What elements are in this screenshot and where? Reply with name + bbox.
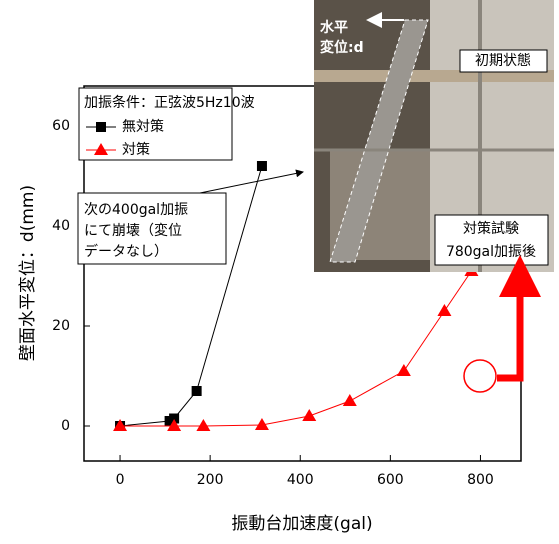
annotation-arrow bbox=[200, 172, 303, 193]
series-line bbox=[120, 271, 471, 426]
legend-title: 加振条件：正弦波5Hz10波 bbox=[84, 94, 255, 111]
y-tick-label: 0 bbox=[61, 418, 70, 434]
data-point bbox=[257, 161, 267, 171]
data-point bbox=[302, 409, 316, 421]
legend-label: 無対策 bbox=[122, 118, 164, 135]
photo-label: 水平 bbox=[320, 19, 348, 36]
annotation-line: にて崩壊（変位 bbox=[84, 222, 182, 239]
y-tick-label: 40 bbox=[52, 218, 70, 234]
x-tick-label: 200 bbox=[197, 472, 224, 488]
highlight-circle bbox=[464, 360, 496, 392]
photo-label: 780gal加振後 bbox=[446, 244, 536, 260]
x-tick-label: 600 bbox=[377, 472, 404, 488]
photo-label: 変位:d bbox=[320, 39, 364, 56]
photo-label: 初期状態 bbox=[475, 52, 531, 69]
data-point bbox=[343, 394, 357, 406]
x-axis-label: 振動台加速度(gal) bbox=[231, 514, 372, 534]
highlight-arrow bbox=[497, 276, 520, 378]
data-point bbox=[196, 419, 210, 431]
legend-marker bbox=[96, 122, 106, 132]
y-tick-label: 60 bbox=[52, 118, 70, 134]
annotation-line: データなし） bbox=[84, 243, 168, 260]
legend-label: 対策 bbox=[122, 141, 150, 158]
x-tick-label: 800 bbox=[467, 472, 494, 488]
annotation-line: 次の400gal加振 bbox=[84, 202, 188, 218]
photo-label: 対策試験 bbox=[463, 220, 519, 237]
x-tick-label: 400 bbox=[287, 472, 314, 488]
y-axis-label: 壁面水平変位：d(mm) bbox=[18, 185, 38, 361]
y-tick-label: 20 bbox=[52, 318, 70, 334]
data-point bbox=[437, 304, 451, 316]
data-point bbox=[397, 364, 411, 376]
x-tick-label: 0 bbox=[116, 472, 125, 488]
chart: 0 200 400 600 800 0 20 40 60 振動台加速度(gal) 壁面水平変位：… bbox=[0, 0, 559, 540]
data-point bbox=[192, 386, 202, 396]
